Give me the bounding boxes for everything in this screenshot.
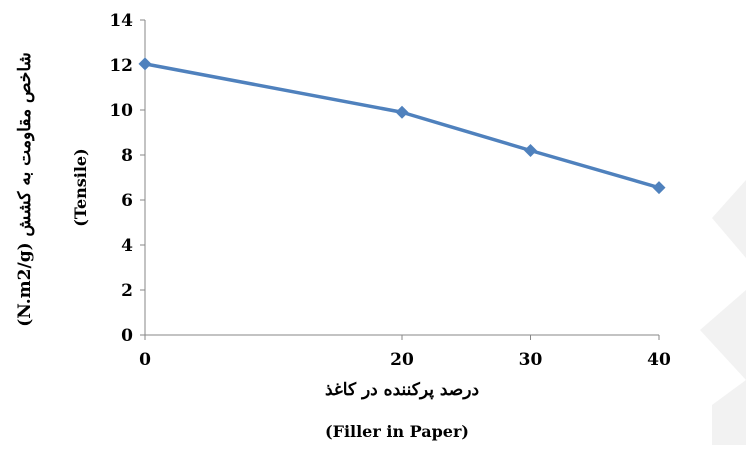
y-tick-label: 14 bbox=[109, 11, 133, 31]
series-layer bbox=[138, 57, 666, 195]
x-tick-label: 0 bbox=[139, 350, 151, 370]
y-ticks: 0 2 4 6 8 10 12 14 bbox=[109, 11, 145, 346]
y-axis-title-latin: (Tensile) bbox=[71, 148, 90, 226]
y-tick-label: 2 bbox=[121, 281, 133, 301]
background-arrow-shape bbox=[712, 180, 746, 445]
background-arrow-shape-lower bbox=[700, 290, 746, 380]
data-point-marker bbox=[395, 105, 409, 119]
x-tick-label: 40 bbox=[647, 350, 671, 370]
data-point-marker bbox=[524, 144, 537, 157]
data-point-marker bbox=[652, 181, 666, 195]
y-tick-label: 8 bbox=[121, 146, 133, 166]
y-tick-label: 12 bbox=[109, 56, 133, 76]
x-axis-title: درصد پرکننده در کاغذ bbox=[325, 380, 479, 400]
y-tick-label: 0 bbox=[121, 326, 133, 346]
y-tick-label: 10 bbox=[109, 101, 133, 121]
x-tick-label: 20 bbox=[390, 350, 414, 370]
x-ticks: 0 20 30 40 bbox=[139, 335, 671, 370]
x-axis-title-latin: (Filler in Paper) bbox=[325, 422, 469, 441]
x-tick-label: 30 bbox=[519, 350, 543, 370]
y-tick-label: 6 bbox=[121, 191, 133, 211]
y-tick-label: 4 bbox=[121, 236, 133, 256]
series-line bbox=[144, 62, 660, 190]
data-point-marker bbox=[138, 57, 152, 71]
y-axis-title: شاخص مقاومت به کشش (N.m2/g) bbox=[15, 52, 35, 327]
